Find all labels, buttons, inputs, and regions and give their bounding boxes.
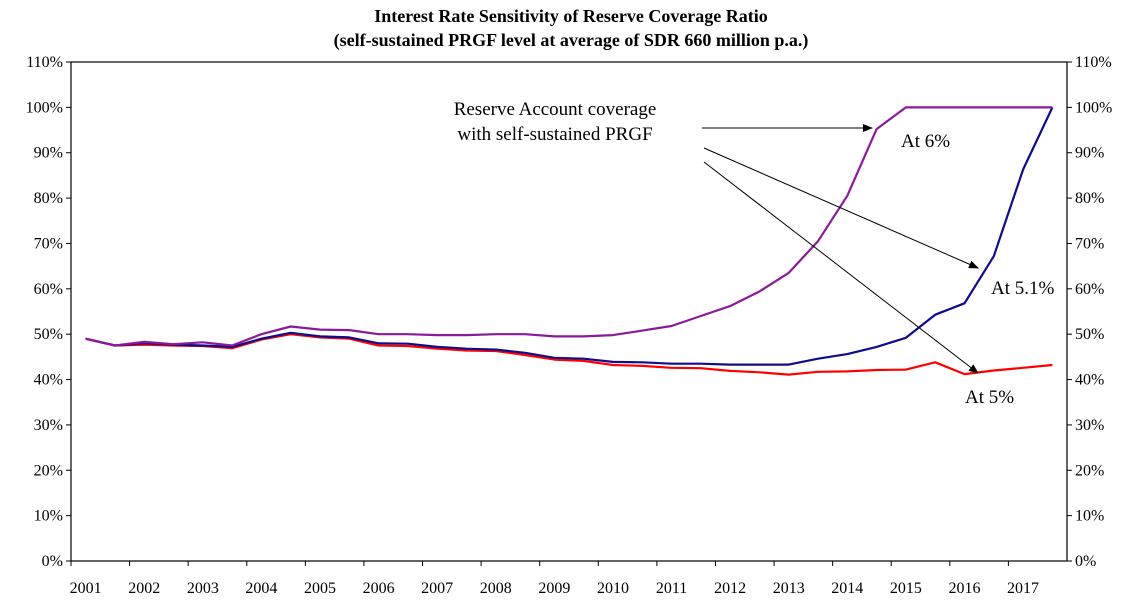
- x-tick-label: 2009: [538, 580, 570, 597]
- y-tick-label-left: 70%: [34, 235, 63, 252]
- y-tick-label-right: 90%: [1075, 145, 1104, 162]
- x-tick-label: 2016: [948, 580, 980, 597]
- y-tick-label-left: 110%: [26, 54, 63, 71]
- x-tick-label: 2001: [70, 580, 102, 597]
- y-tick-label-right: 10%: [1075, 508, 1104, 525]
- y-tick-label-right: 30%: [1075, 417, 1104, 434]
- arrow-to-5-1pct: [703, 147, 979, 269]
- x-tick-label: 2006: [363, 580, 395, 597]
- y-tick-label-right: 80%: [1075, 190, 1104, 207]
- x-tick-label: 2011: [656, 580, 687, 597]
- chart-title-block: Interest Rate Sensitivity of Reserve Cov…: [0, 4, 1142, 52]
- callout-line-1: Reserve Account coverage: [454, 99, 657, 120]
- label-at-6pct: At 6%: [901, 131, 950, 152]
- series-line-at-6-: [85, 106, 1053, 347]
- y-tick-label-left: 0%: [42, 553, 63, 570]
- plot-area-frame: [70, 61, 1068, 562]
- y-tick-label-left: 60%: [34, 281, 63, 298]
- x-tick-label: 2015: [890, 580, 922, 597]
- y-axis-ticks: 0% 0% 10% 10% 20% 20% 30% 30% 40% 40% 50% 50% 60% 60%…: [26, 54, 1113, 570]
- y-tick-label-right: 100%: [1075, 99, 1112, 116]
- x-tick-label: 2012: [714, 580, 746, 597]
- y-tick-label-left: 20%: [34, 462, 63, 479]
- x-tick-label: 2017: [1007, 580, 1039, 597]
- x-tick-label: 2013: [773, 580, 805, 597]
- x-tick-label: 2002: [128, 580, 160, 597]
- y-tick-label-right: 50%: [1075, 326, 1104, 343]
- chart-subtitle: (self-sustained PRGF level at average of…: [333, 30, 809, 50]
- x-axis-ticks: 2001 2002 2003 2004 2005 2006 2007 2008 2009 2010…: [70, 561, 1039, 597]
- y-tick-label-right: 110%: [1075, 54, 1112, 71]
- x-tick-label: 2010: [597, 580, 629, 597]
- series-lines: [85, 106, 1054, 376]
- x-tick-label: 2004: [245, 580, 277, 597]
- y-tick-label-right: 20%: [1075, 462, 1104, 479]
- label-at-5-1pct: At 5.1%: [991, 278, 1055, 299]
- y-tick-label-left: 30%: [34, 417, 63, 434]
- callout-line-2: with self-sustained PRGF: [457, 124, 652, 145]
- y-tick-label-left: 50%: [34, 326, 63, 343]
- y-tick-label-left: 80%: [34, 190, 63, 207]
- x-tick-label: 2007: [421, 580, 453, 597]
- chart-title: Interest Rate Sensitivity of Reserve Cov…: [374, 6, 768, 26]
- y-tick-label-right: 0%: [1075, 553, 1096, 570]
- y-tick-label-right: 40%: [1075, 372, 1104, 389]
- y-tick-label-right: 70%: [1075, 235, 1104, 252]
- arrow-to-5pct: [703, 161, 979, 374]
- x-tick-label: 2008: [480, 580, 512, 597]
- y-tick-label-left: 10%: [34, 508, 63, 525]
- y-tick-label-right: 60%: [1075, 281, 1104, 298]
- x-tick-label: 2014: [831, 580, 863, 597]
- series-line-at-5-: [85, 333, 1053, 376]
- annotation-callout: Reserve Account coverage with self-susta…: [454, 99, 1055, 408]
- y-tick-label-left: 100%: [26, 99, 63, 116]
- x-tick-label: 2003: [187, 580, 219, 597]
- y-tick-label-left: 40%: [34, 372, 63, 389]
- series-line-at-5-1-: [85, 106, 1054, 366]
- label-at-5pct: At 5%: [965, 387, 1014, 408]
- x-tick-label: 2005: [304, 580, 336, 597]
- y-tick-label-left: 90%: [34, 145, 63, 162]
